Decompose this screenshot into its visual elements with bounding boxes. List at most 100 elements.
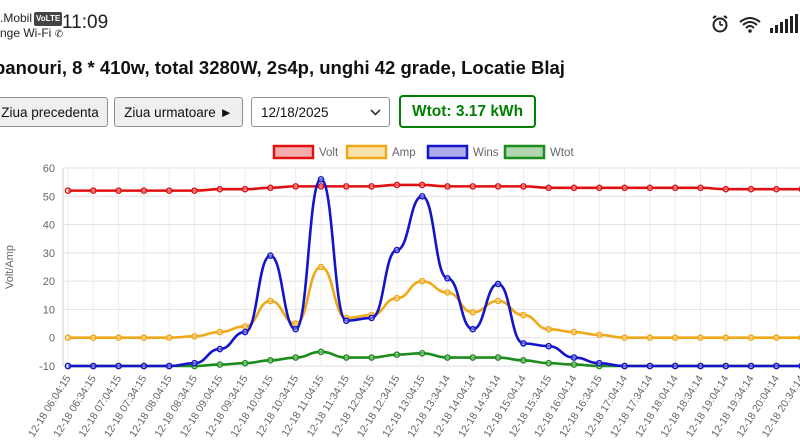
data-point (241, 328, 249, 336)
data-point (444, 289, 451, 296)
data-point (393, 246, 401, 254)
y-tick-label: 10 (43, 304, 55, 316)
series-line-amp (67, 265, 800, 340)
data-point (646, 184, 654, 192)
data-point (722, 334, 730, 342)
data-point (292, 320, 300, 327)
data-point (90, 362, 97, 370)
data-point (393, 181, 401, 189)
data-point (267, 357, 274, 364)
data-point (90, 187, 97, 194)
series-line-volt (68, 183, 800, 192)
data-point (267, 252, 274, 259)
data-point (747, 185, 755, 193)
data-point (216, 361, 224, 368)
data-point (191, 332, 198, 340)
data-point (165, 362, 173, 370)
data-point (267, 184, 274, 192)
data-point (570, 328, 578, 336)
data-point (773, 334, 780, 342)
data-point (165, 187, 173, 194)
series-line-wins (68, 178, 800, 368)
data-point (115, 187, 122, 194)
wifi-icon (739, 17, 761, 33)
data-point (494, 280, 502, 288)
data-point (241, 359, 249, 367)
y-axis-title: Volt/Amp (4, 245, 16, 289)
date-select[interactable]: 12/18/2025 (251, 97, 390, 127)
data-point (393, 351, 401, 358)
energy-chart: -10 0 10 20 30 40 50 60 Volt/Amp 12-18 06:04:151… (4, 144, 800, 440)
data-point (722, 185, 730, 193)
series-wins (64, 176, 800, 370)
legend-label-wtot: Wtot (550, 147, 574, 159)
y-tick-label: 60 (43, 163, 55, 175)
data-point (267, 297, 274, 305)
series-line-wtot (68, 350, 800, 368)
data-point (64, 362, 72, 370)
alarm-icon (712, 15, 728, 33)
data-point (191, 359, 198, 367)
data-point (671, 334, 679, 342)
data-point (292, 183, 300, 190)
data-point (545, 359, 553, 367)
data-point (64, 334, 72, 342)
data-point (621, 362, 628, 370)
data-point (191, 187, 198, 194)
data-point (671, 184, 679, 192)
data-point (368, 183, 375, 190)
series-amp (64, 263, 800, 342)
data-point (368, 314, 375, 322)
wifi-calling-label: nge Wi-Fi (0, 25, 52, 40)
data-point (646, 362, 654, 370)
legend-label-wins: Wins (473, 147, 499, 159)
data-point (444, 275, 451, 282)
data-point (494, 354, 502, 361)
data-point (317, 176, 325, 183)
data-point (418, 181, 426, 189)
chart-legend: Volt Amp Wins Wtot (272, 144, 574, 160)
carrier-info: .Mobil VoLTE nge Wi-Fi ✆ (0, 11, 63, 42)
data-point (241, 323, 249, 330)
data-point (342, 317, 350, 325)
legend-swatch-amp (345, 144, 388, 160)
data-point (165, 334, 173, 342)
next-day-button[interactable]: Ziua urmatoare ► (114, 97, 243, 127)
data-point (342, 354, 350, 361)
data-point (773, 185, 780, 193)
data-point (115, 362, 122, 370)
data-point (418, 349, 426, 357)
data-point (722, 362, 730, 370)
data-point (317, 348, 325, 356)
y-axis: -10 0 10 20 30 40 50 60 Volt/Amp (4, 163, 55, 373)
legend-label-volt: Volt (319, 147, 339, 159)
y-tick-label: 20 (43, 276, 55, 288)
data-point (697, 184, 704, 192)
y-tick-label: 50 (43, 191, 55, 203)
legend-swatch-wins (426, 144, 469, 160)
data-point (317, 183, 325, 190)
data-point (646, 334, 654, 342)
data-point (697, 334, 704, 342)
data-point (596, 184, 603, 192)
y-tick-label: 40 (43, 220, 55, 232)
data-point (90, 334, 97, 342)
legend-swatch-volt (272, 144, 315, 160)
series-volt (64, 181, 800, 194)
chart-grid (62, 167, 800, 367)
volte-badge: VoLTE (34, 11, 63, 26)
wifi-call-icon: ✆ (54, 28, 64, 40)
chevron-down-icon (370, 109, 381, 116)
page-title: panouri, 8 * 410w, total 3280W, 2s4p, un… (0, 57, 565, 78)
data-point (520, 340, 527, 347)
signal-icon (770, 14, 798, 33)
chart-series (64, 176, 800, 370)
legend-label-amp: Amp (392, 147, 416, 159)
carrier-name: .Mobil (0, 11, 33, 25)
data-point (570, 184, 578, 192)
data-point (368, 354, 375, 361)
legend-swatch-wtot (503, 144, 546, 160)
previous-day-button[interactable]: Ziua precedenta (0, 97, 108, 127)
y-tick-label: 0 (49, 333, 55, 345)
data-point (494, 183, 502, 190)
